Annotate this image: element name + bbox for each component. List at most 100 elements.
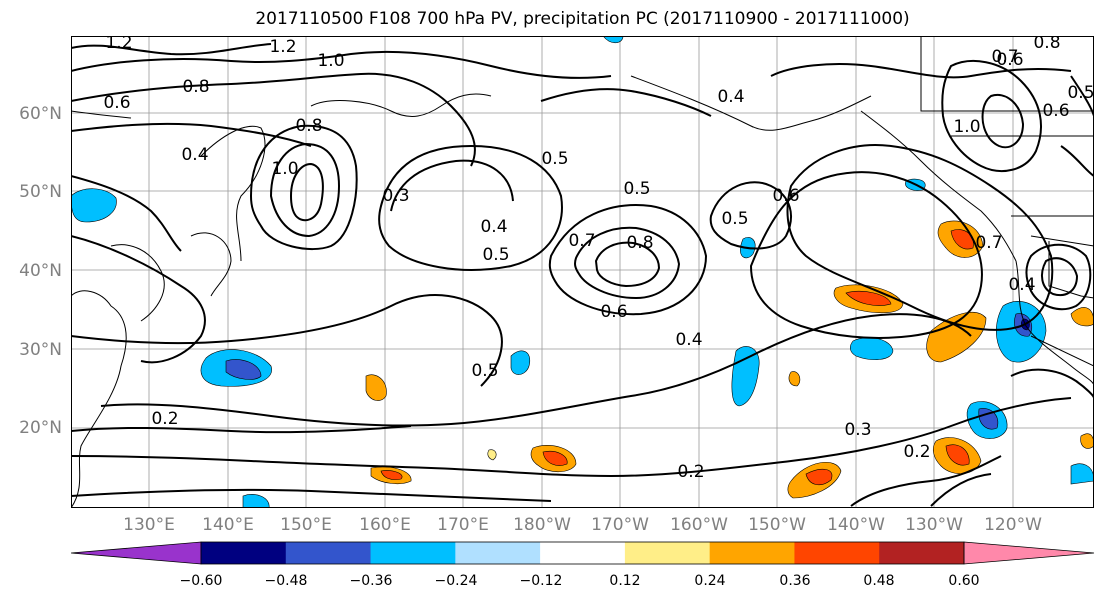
colorbar-tick: 0.60	[948, 573, 980, 589]
pos-anomaly	[805, 468, 833, 486]
contour-label: 1.0	[317, 51, 344, 71]
colorbar-segment	[370, 542, 456, 564]
colorbar-segment	[879, 542, 965, 564]
colorbar-segment	[794, 542, 880, 564]
precip-anomalies	[71, 36, 1094, 508]
colorbar-tick: 0.36	[779, 573, 811, 589]
neg-anomaly	[510, 350, 531, 375]
neg-anomaly	[978, 408, 999, 430]
colorbar-tick: 0.12	[609, 573, 641, 589]
pos-anomaly	[365, 374, 387, 401]
contour-label: 0.2	[151, 409, 178, 429]
pos-anomaly	[1070, 307, 1094, 327]
lon-label: 160°E	[359, 515, 411, 535]
graticule	[71, 36, 1094, 508]
contour-label: 0.6	[772, 186, 799, 206]
colorbar-extension-high	[963, 541, 1095, 565]
colorbar-segment	[624, 542, 711, 564]
contour-label: 0.2	[677, 462, 704, 482]
pos-anomaly	[845, 290, 892, 306]
pos-anomaly	[926, 311, 987, 363]
lat-label: 50°N	[19, 182, 62, 202]
colorbar-tick: −0.60	[179, 573, 223, 589]
map-title: 2017110500 F108 700 hPa PV, precipitatio…	[255, 9, 910, 29]
colorbar-segment	[285, 542, 372, 564]
neg-anomaly	[225, 359, 262, 380]
lon-label: 160°W	[670, 515, 728, 535]
pos-anomaly	[950, 229, 974, 250]
pos-anomaly	[1080, 433, 1094, 449]
pos-anomaly	[380, 470, 403, 480]
colorbar-tick: −0.48	[264, 573, 308, 589]
contour-label: 1.2	[269, 37, 296, 57]
pv-contours	[71, 43, 1094, 507]
contour-label: 1.0	[271, 159, 298, 179]
map-panel: 1.2 1.2 1.0 0.8 0.6 0.4 0.8 1.0 0.3 0.5 …	[71, 36, 1094, 508]
contour-label: 0.2	[903, 442, 930, 462]
neg-anomaly	[850, 337, 894, 360]
colorbar-segment	[455, 542, 541, 564]
colorbar-tick: −0.36	[349, 573, 393, 589]
pos-anomaly	[788, 371, 801, 387]
lon-label: 170°E	[437, 515, 489, 535]
lon-label: 120°W	[984, 515, 1042, 535]
contour-label: 0.7	[991, 47, 1018, 67]
neg-anomaly	[71, 188, 117, 223]
contour-label: 0.5	[1067, 83, 1094, 103]
pos-anomaly	[542, 451, 568, 466]
colorbar-frame	[200, 541, 965, 565]
contour-label: 0.7	[568, 231, 595, 251]
contour-label: 0.5	[541, 149, 568, 169]
colorbar-tick: −0.12	[519, 573, 563, 589]
neg-anomaly	[731, 346, 760, 407]
colorbar	[71, 541, 1095, 565]
neg-anomaly	[1070, 463, 1094, 485]
contour-label: 0.5	[623, 179, 650, 199]
contour-label: 0.4	[1008, 275, 1035, 295]
colorbar-segment	[201, 542, 287, 564]
lon-label: 140°W	[827, 515, 885, 535]
contour-label: 0.5	[471, 361, 498, 381]
pos-anomaly	[487, 449, 497, 461]
colorbar-tick: 0.24	[694, 573, 726, 589]
coastlines	[71, 36, 1094, 508]
lon-label: 150°W	[748, 515, 806, 535]
contour-label: 0.8	[1033, 36, 1060, 53]
contour-labels: 1.2 1.2 1.0 0.8 0.6 0.4 0.8 1.0 0.3 0.5 …	[103, 36, 1094, 482]
contour-label: 0.6	[103, 93, 130, 113]
contour-label: 0.4	[717, 87, 744, 107]
colorbar-tick: 0.48	[863, 573, 895, 589]
lon-label: 170°W	[591, 515, 649, 535]
pos-anomaly	[945, 444, 970, 466]
contour-label: 0.8	[626, 233, 653, 253]
lon-label: 140°E	[202, 515, 254, 535]
lat-label: 20°N	[19, 418, 62, 438]
neg-anomaly	[242, 494, 270, 508]
colorbar-segment	[540, 542, 626, 564]
contour-label: 0.5	[482, 245, 509, 265]
contour-label: 0.8	[182, 77, 209, 97]
contour-label: 0.4	[181, 145, 208, 165]
contour-label: 0.4	[675, 330, 702, 350]
contour-label: 0.6	[996, 50, 1023, 70]
lat-label: 30°N	[19, 340, 62, 360]
neg-anomaly	[602, 36, 624, 44]
colorbar-extension-low	[71, 541, 202, 565]
contour-label: 0.5	[721, 209, 748, 229]
map-svg: 1.2 1.2 1.0 0.8 0.6 0.4 0.8 1.0 0.3 0.5 …	[71, 36, 1094, 508]
contour-label: 0.8	[295, 116, 322, 136]
colorbar-segment	[709, 542, 795, 564]
contour-label: 0.4	[480, 217, 507, 237]
colorbar-tick: −0.24	[434, 573, 478, 589]
lon-label: 130°W	[905, 515, 963, 535]
lon-label: 130°E	[123, 515, 175, 535]
lat-label: 60°N	[19, 104, 62, 124]
contour-label: 1.0	[953, 117, 980, 137]
contour-label: 0.3	[382, 186, 409, 206]
contour-label: 0.3	[844, 420, 871, 440]
lat-label: 40°N	[19, 261, 62, 281]
contour-label: 1.2	[105, 36, 132, 53]
lon-label: 180°W	[513, 515, 571, 535]
contour-label: 0.6	[600, 302, 627, 322]
contour-label: 0.6	[1042, 101, 1069, 121]
